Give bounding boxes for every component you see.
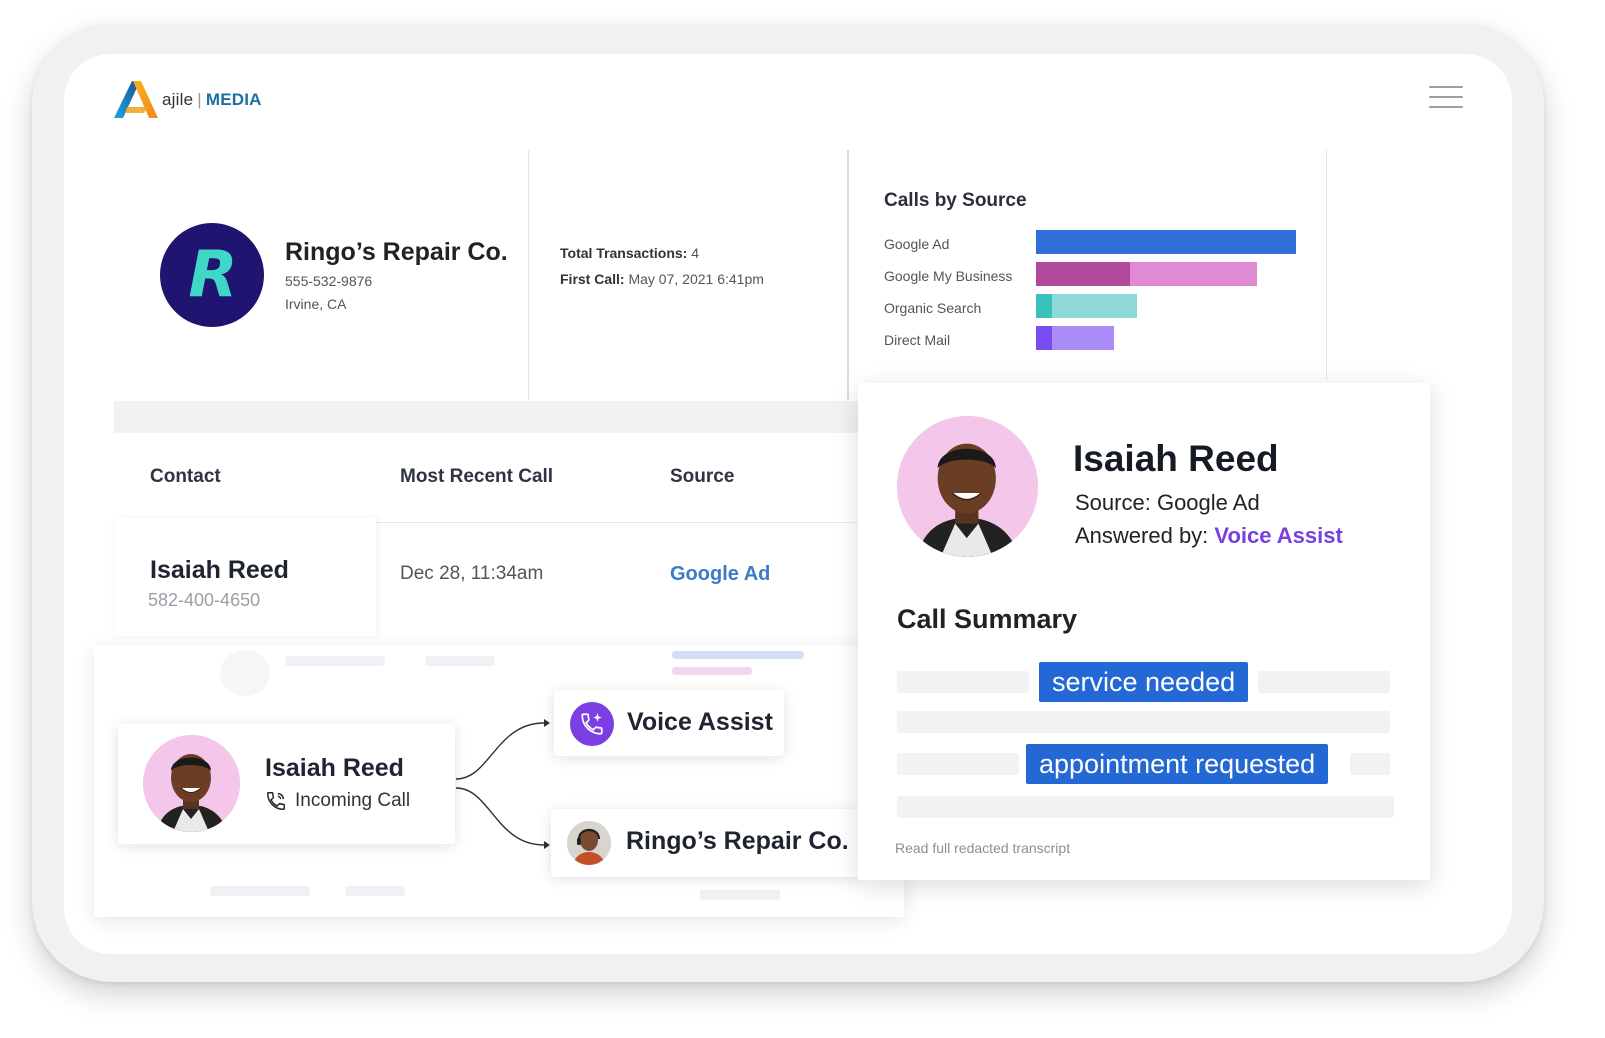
total-transactions: Total Transactions: 4 xyxy=(560,245,700,261)
source-link[interactable]: Google Ad xyxy=(670,563,771,585)
summary-tag: appointment requested xyxy=(1026,744,1329,784)
blurred-avatar xyxy=(220,650,270,696)
transcript-link[interactable]: Read full redacted transcript xyxy=(895,840,1071,856)
chart-bar-segment xyxy=(1036,230,1296,254)
divider xyxy=(1326,150,1327,380)
summary-contact-name: Isaiah Reed xyxy=(1073,438,1279,479)
blurred-text xyxy=(425,656,495,666)
column-header-contact[interactable]: Contact xyxy=(150,466,221,487)
summary-source: Source: Google Ad xyxy=(1075,490,1260,515)
caller-avatar xyxy=(143,735,240,832)
most-recent-call: Dec 28, 11:34am xyxy=(400,563,544,584)
blurred-text xyxy=(345,886,405,896)
call-summary-title: Call Summary xyxy=(897,604,1078,634)
summary-tag: service needed xyxy=(1039,662,1249,702)
blurred-text xyxy=(210,886,310,896)
voice-assist-icon xyxy=(570,702,614,746)
chart-bar xyxy=(1036,262,1257,286)
incoming-call-icon xyxy=(267,792,285,810)
summary-avatar xyxy=(897,416,1038,557)
brand-separator: | xyxy=(197,90,202,109)
contact-phone: 582-400-4650 xyxy=(148,590,261,610)
divider xyxy=(528,150,529,400)
redacted-text xyxy=(1258,671,1390,693)
hamburger-menu-icon[interactable] xyxy=(1429,86,1463,110)
brand-name: ajile xyxy=(162,90,194,109)
first-call: First Call: May 07, 2021 6:41pm xyxy=(560,271,764,287)
column-header-most-recent-call[interactable]: Most Recent Call xyxy=(400,466,554,487)
redacted-text xyxy=(1350,753,1390,775)
route-business-label: Ringo’s Repair Co. xyxy=(626,827,849,855)
blurred-bar xyxy=(672,667,752,675)
chart-category-label: Organic Search xyxy=(884,300,982,316)
route-voice-assist-label: Voice Assist xyxy=(627,708,773,736)
business-phone: 555-532-9876 xyxy=(285,273,373,289)
column-header-source[interactable]: Source xyxy=(670,466,735,487)
chart-category-label: Google Ad xyxy=(884,236,950,252)
chart-bar-segment xyxy=(1036,294,1137,318)
blurred-text xyxy=(700,890,780,900)
contact-name[interactable]: Isaiah Reed xyxy=(150,556,289,584)
brand-product: MEDIA xyxy=(205,90,262,109)
chart-bar xyxy=(1036,294,1137,318)
table-header-divider xyxy=(114,522,860,523)
summary-answered-by: Answered by: Voice Assist xyxy=(1075,523,1343,548)
chart-title: Calls by Source xyxy=(884,190,1027,211)
redacted-text xyxy=(897,753,1019,775)
ajile-logo-icon xyxy=(114,81,158,118)
routing-connector-lines xyxy=(455,719,550,849)
chart-bar xyxy=(1036,230,1296,254)
chart-category-label: Direct Mail xyxy=(884,332,951,348)
caller-status: Incoming Call xyxy=(265,790,410,812)
agent-avatar xyxy=(567,821,611,865)
chart-bar-highlight xyxy=(1036,294,1052,318)
redacted-text xyxy=(897,671,1029,693)
divider xyxy=(847,150,849,400)
blurred-text xyxy=(285,656,385,666)
table-row[interactable] xyxy=(114,518,376,636)
chart-bar-highlight xyxy=(1036,262,1130,286)
business-logo: R xyxy=(160,223,264,327)
chart-category-label: Google My Business xyxy=(884,268,1013,284)
answered-by-link[interactable]: Voice Assist xyxy=(1214,523,1343,548)
redacted-text xyxy=(897,711,1390,733)
chart-bar-highlight xyxy=(1036,326,1052,350)
brand-logo[interactable]: ajile | MEDIA xyxy=(114,80,262,120)
business-location: Irvine, CA xyxy=(285,296,347,312)
business-name: Ringo’s Repair Co. xyxy=(285,238,508,266)
chart-bar xyxy=(1036,326,1114,350)
caller-name: Isaiah Reed xyxy=(265,754,404,782)
toolbar-strip xyxy=(114,401,860,433)
redacted-text xyxy=(897,796,1394,818)
blurred-bar xyxy=(672,651,804,659)
